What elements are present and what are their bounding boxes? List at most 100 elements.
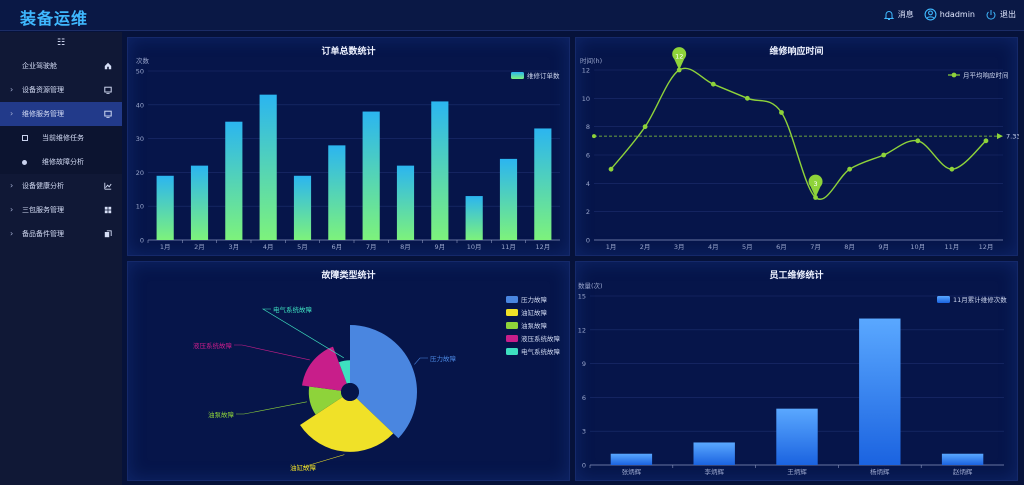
legend-swatch — [506, 335, 518, 342]
sidebar-item-health-analysis[interactable]: › 设备健康分析 — [0, 174, 122, 198]
logout-label: 退出 — [1000, 10, 1016, 19]
slice-label: 压力故障 — [430, 354, 457, 363]
leader-line — [234, 344, 310, 361]
expand-arrow-icon: › — [10, 109, 14, 118]
sidebar-toggle[interactable]: ☷ — [0, 32, 122, 54]
leader-line — [302, 454, 345, 468]
rose-slice — [302, 346, 347, 391]
bar — [941, 453, 984, 465]
staff-chart-title: 员工维修统计 — [769, 271, 824, 281]
legend-swatch — [506, 309, 518, 316]
data-point — [642, 124, 648, 130]
x-tick-label: 3月 — [674, 243, 685, 251]
fault-chart: 压力故障油缸故障油泵故障液压系统故障电气系统故障压力故障油缸故障油泵故障液压系统… — [193, 295, 561, 472]
leader-line — [236, 401, 307, 415]
y-tick-label: 20 — [136, 169, 144, 177]
response-chart: 时间(h) 0 2 4 6 8 10 12 1月 2月 3月 4月 5月 6月 7月 8月 9月 10月 11月 12… — [580, 47, 1019, 251]
bell-icon — [883, 10, 894, 20]
copy-icon — [104, 230, 112, 238]
y-tick-label: 15 — [578, 293, 586, 301]
y-tick-label: 3 — [582, 428, 586, 436]
staff-chart: 数量(次) 0 3 6 9 12 15 张炳辉 李炳辉 王炳辉 杨炳辉 赵炳辉 11月累计维修次数 — [578, 281, 1008, 476]
bar — [499, 158, 518, 240]
logout-button[interactable]: 退出 — [985, 9, 1016, 21]
legend-label: 电气系统故障 — [521, 347, 561, 356]
sidebar-item-label: 备品备件管理 — [22, 230, 64, 238]
x-tick-label: 2月 — [640, 243, 651, 251]
x-tick-label: 5月 — [297, 243, 308, 251]
data-point — [881, 152, 887, 158]
sidebar-item-label: 维修故障分析 — [42, 158, 84, 166]
rose-center-hole — [341, 383, 359, 401]
expand-arrow-icon: › — [10, 85, 14, 94]
rose-slice — [300, 396, 394, 452]
power-icon — [986, 9, 996, 20]
y-axis-label: 数量(次) — [578, 281, 603, 290]
sidebar-item-label: 设备资源管理 — [22, 86, 64, 94]
bar — [534, 128, 552, 240]
data-point — [915, 138, 921, 144]
bar — [396, 165, 415, 240]
x-tick-label: 赵炳辉 — [953, 467, 973, 476]
data-point — [779, 110, 784, 115]
y-tick-label: 12 — [578, 326, 586, 334]
rose-slice — [338, 360, 350, 384]
x-tick-label: 李炳辉 — [704, 467, 724, 476]
legend-label: 油泵故障 — [521, 321, 548, 330]
min-marker-pin — [808, 174, 823, 198]
sidebar-item-spare-parts[interactable]: › 备品备件管理 — [0, 222, 122, 246]
y-tick-label: 0 — [582, 462, 586, 470]
y-tick-label: 8 — [586, 123, 590, 131]
data-point — [744, 95, 750, 101]
sidebar-item-current-tasks[interactable]: 当前维修任务 — [0, 126, 122, 150]
bar — [693, 442, 735, 465]
y-tick-label: 10 — [582, 95, 590, 103]
y-axis-label: 时间(h) — [580, 56, 602, 65]
bar — [293, 175, 312, 240]
x-tick-label: 7月 — [366, 243, 377, 251]
y-axis-label: 次数 — [136, 56, 150, 65]
line-chart-icon — [104, 182, 112, 190]
y-tick-label: 12 — [582, 67, 590, 75]
sidebar-item-cockpit[interactable]: 企业驾驶舱 — [0, 54, 122, 78]
x-tick-label: 9月 — [878, 243, 889, 251]
square-icon — [22, 135, 28, 141]
legend-label: 维修订单数 — [527, 71, 560, 80]
x-tick-label: 12月 — [979, 243, 994, 251]
sidebar-item-equipment-resources[interactable]: › 设备资源管理 — [0, 78, 122, 102]
x-tick-label: 11月 — [501, 243, 516, 251]
expand-arrow-icon: › — [10, 205, 14, 214]
legend-label: 油缸故障 — [521, 308, 548, 317]
sidebar-item-fault-analysis[interactable]: 维修故障分析 — [0, 150, 122, 174]
x-tick-label: 1月 — [160, 243, 171, 251]
sidebar-item-warranty-service[interactable]: › 三包服务管理 — [0, 198, 122, 222]
message-button[interactable]: 消息 — [883, 9, 914, 21]
bar — [610, 453, 653, 465]
app-title: 装备运维 — [20, 9, 89, 28]
fault-panel: 故障类型统计 压力故障 油缸故障 油泵故障 液压系统故障 电气系统故障 压力故障 油缸故障油… — [127, 261, 570, 481]
x-tick-label: 3月 — [229, 243, 240, 251]
sidebar-item-label: 当前维修任务 — [42, 134, 84, 142]
legend-swatch — [506, 322, 518, 329]
y-tick-label: 6 — [586, 152, 590, 160]
legend-label: 月平均响应时间 — [963, 71, 1009, 80]
x-tick-label: 8月 — [400, 243, 411, 251]
message-label: 消息 — [897, 10, 914, 19]
sidebar-item-label: 维修服务管理 — [22, 110, 64, 118]
monitor-icon — [104, 86, 112, 94]
response-chart-title: 维修响应时间 — [769, 47, 824, 57]
sidebar-item-repair-service[interactable]: › 维修服务管理 — [0, 102, 122, 126]
x-tick-label: 5月 — [742, 243, 753, 251]
x-tick-label: 4月 — [263, 243, 274, 251]
max-marker-label: 12 — [675, 53, 683, 61]
data-point — [983, 138, 989, 144]
x-tick-label: 杨炳辉 — [870, 467, 890, 476]
rose-slice — [350, 325, 417, 439]
x-tick-label: 张炳辉 — [622, 467, 642, 476]
data-point — [813, 195, 818, 200]
legend-label: 11月累计维修次数 — [953, 295, 1007, 304]
slice-label: 油泵故障 — [208, 410, 235, 419]
orders-chart-title: 订单总数统计 — [321, 47, 376, 57]
y-tick-label: 0 — [586, 237, 590, 245]
user-menu[interactable]: hdadmin — [924, 8, 975, 21]
